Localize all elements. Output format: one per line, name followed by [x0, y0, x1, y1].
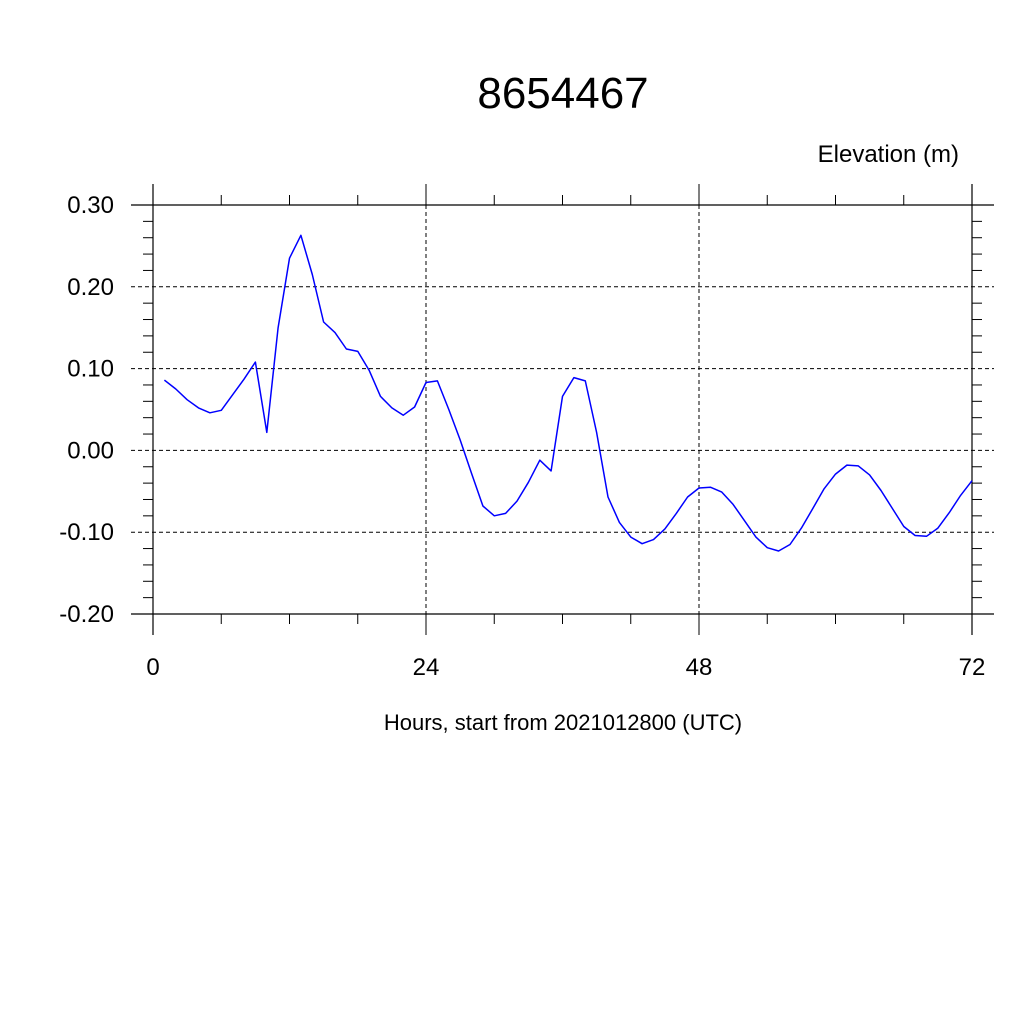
x-axis-label: Hours, start from 2021012800 (UTC) [384, 710, 742, 735]
data-point [960, 495, 962, 497]
data-point [584, 380, 586, 382]
data-point [380, 396, 382, 398]
data-point [255, 361, 257, 363]
data-point [346, 348, 348, 350]
data-point [164, 379, 166, 381]
y-tick-label: 0.00 [67, 437, 114, 464]
data-point [357, 351, 359, 353]
data-point [232, 394, 234, 396]
data-point [266, 432, 268, 434]
data-point [801, 527, 803, 529]
y-tick-label: 0.30 [67, 192, 114, 219]
data-point [619, 522, 621, 524]
data-point [198, 407, 200, 409]
data-point [334, 332, 336, 334]
data-point [448, 409, 450, 411]
data-point [471, 473, 473, 475]
data-point [425, 382, 427, 384]
series-layer [163, 234, 973, 552]
y-tick-label: 0.20 [67, 274, 114, 301]
data-point [209, 412, 211, 414]
data-point [402, 414, 404, 416]
data-point [630, 536, 632, 538]
data-point [926, 535, 928, 537]
data-point [937, 527, 939, 529]
data-point [971, 480, 973, 482]
data-point [391, 407, 393, 409]
data-point [869, 474, 871, 476]
data-point [186, 399, 188, 401]
x-tick-label: 24 [413, 654, 440, 681]
data-point [414, 406, 416, 408]
elevation-series-line [163, 234, 973, 552]
data-point [289, 257, 291, 259]
data-point [892, 508, 894, 510]
data-point [710, 486, 712, 488]
data-point [437, 380, 439, 382]
data-point [835, 473, 837, 475]
data-point [596, 432, 598, 434]
y-tick-label: 0.10 [67, 356, 114, 383]
data-point [323, 321, 325, 323]
data-point [528, 482, 530, 484]
y-tick-label: -0.10 [59, 519, 114, 546]
data-point [368, 369, 370, 371]
data-point [732, 504, 734, 506]
data-point [846, 464, 848, 466]
grid-lines [131, 184, 994, 635]
data-point [675, 513, 677, 515]
data-point [300, 234, 302, 236]
data-point [550, 470, 552, 472]
data-point [948, 512, 950, 514]
data-point [573, 377, 575, 379]
data-point [664, 528, 666, 530]
data-point [220, 410, 222, 412]
y-axis-label: Elevation (m) [818, 141, 959, 168]
tick-marks [143, 184, 982, 635]
data-point [562, 396, 564, 398]
data-point [482, 505, 484, 507]
plot-frame [131, 184, 994, 635]
data-point [641, 543, 643, 545]
data-point [277, 327, 279, 329]
data-point [766, 547, 768, 549]
x-tick-label: 0 [146, 654, 159, 681]
tick-labels: 0 24 48 72 -0.20 -0.10 0.00 0.10 0.20 0.30 [59, 192, 985, 681]
data-point [812, 508, 814, 510]
data-point [721, 491, 723, 493]
data-point [243, 378, 245, 380]
data-point [789, 544, 791, 546]
x-tick-label: 48 [686, 654, 713, 681]
data-point [823, 488, 825, 490]
data-point [778, 550, 780, 552]
x-tick-label: 72 [959, 654, 986, 681]
data-point [744, 520, 746, 522]
data-point [539, 459, 541, 461]
chart-title: 8654467 [477, 69, 648, 118]
data-point [914, 535, 916, 537]
data-point [607, 496, 609, 498]
data-point [880, 490, 882, 492]
data-point [505, 513, 507, 515]
data-point [903, 526, 905, 528]
data-point [516, 500, 518, 502]
data-point [311, 274, 313, 276]
data-point [687, 496, 689, 498]
y-tick-label: -0.20 [59, 601, 114, 628]
data-point [459, 439, 461, 441]
data-point [857, 465, 859, 467]
data-point [175, 388, 177, 390]
data-point [698, 487, 700, 489]
data-point [653, 539, 655, 541]
data-point [755, 536, 757, 538]
data-point [493, 515, 495, 517]
